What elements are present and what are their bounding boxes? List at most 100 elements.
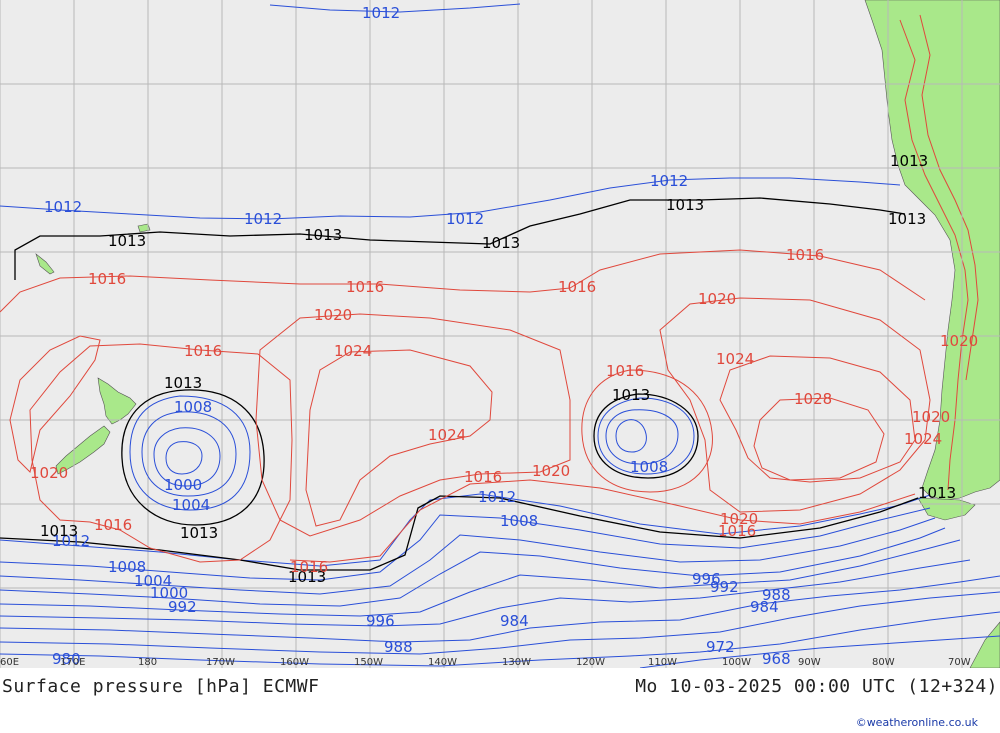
isobar-1000-south xyxy=(0,527,946,607)
isobar-label: 1004 xyxy=(172,496,210,514)
lon-tick-label: 110W xyxy=(648,657,677,668)
isobar-1012-low-east xyxy=(597,397,695,475)
isobar-1004-low-east xyxy=(615,419,647,453)
isobar-label: 1013 xyxy=(612,386,650,404)
lon-tick-label: 150W xyxy=(354,657,383,668)
isobar-972-south xyxy=(639,635,1000,668)
antarctic-peninsula-land xyxy=(969,621,1000,668)
isobar-1020-nz xyxy=(9,335,101,473)
isobar-1012-south xyxy=(0,493,931,567)
isobar-label: 1016 xyxy=(290,558,328,576)
isobar-label: 1016 xyxy=(558,278,596,296)
isobar-label: 988 xyxy=(762,586,791,604)
isobar-label: 992 xyxy=(168,598,197,616)
isobar-label: 1024 xyxy=(428,426,466,444)
isobar-label: 1013 xyxy=(888,210,926,228)
isobar-label: 1012 xyxy=(478,488,516,506)
isobar-label: 1008 xyxy=(108,558,146,576)
isobar-1016-west-ring xyxy=(29,343,293,563)
isobar-1016-north xyxy=(0,249,926,313)
isobar-label: 988 xyxy=(384,638,413,656)
lon-tick-label: 130W xyxy=(502,657,531,668)
isobar-label: 996 xyxy=(366,612,395,630)
land-layer xyxy=(35,0,1000,668)
isobar-label: 1008 xyxy=(174,398,212,416)
isobar-label: 1028 xyxy=(794,390,832,408)
isobar-1020-east xyxy=(659,297,931,513)
isobar-label: 1020 xyxy=(30,464,68,482)
lon-tick-label: 70W xyxy=(948,657,971,668)
isobar-label: 1024 xyxy=(716,350,754,368)
isobar-label: 996 xyxy=(692,570,721,588)
isobar-996-south xyxy=(0,539,961,617)
lon-tick-label: 180 xyxy=(138,657,157,668)
isobar-1013-south xyxy=(0,495,919,571)
lon-tick-label: 140W xyxy=(428,657,457,668)
isobar-1024-west xyxy=(305,349,493,527)
lon-tick-label: 90W xyxy=(798,657,821,668)
isobar-992-south xyxy=(0,559,971,627)
isobar-984-south xyxy=(0,591,1000,655)
isobar-1012-low-west xyxy=(129,395,251,511)
new-caledonia-land xyxy=(35,253,55,275)
isobar-label: 1013 xyxy=(40,522,78,540)
isobar-label: 1008 xyxy=(630,458,668,476)
isobar-1004-low-west xyxy=(153,427,221,487)
isobar-label: 1012 xyxy=(446,210,484,228)
isobar-label: 1020 xyxy=(314,306,352,324)
lon-tick-label: 120W xyxy=(576,657,605,668)
lon-tick-label: 170E xyxy=(60,657,85,668)
isobar-1013-north xyxy=(14,197,906,280)
reference-isobars xyxy=(0,197,919,571)
high-isobars xyxy=(0,249,931,563)
isobar-1028-east xyxy=(753,397,885,481)
pressure-map: 1012 1012 1012 1012 1012 1012 1012 1013 … xyxy=(0,0,1000,668)
isobar-label: 1012 xyxy=(244,210,282,228)
isobar-label: 1004 xyxy=(134,572,172,590)
isobar-label: 1020 xyxy=(912,408,950,426)
isobar-label: 1012 xyxy=(52,532,90,550)
isobar-label: 1016 xyxy=(606,362,644,380)
isobar-label: 1020 xyxy=(532,462,570,480)
isobar-label: 1013 xyxy=(164,374,202,392)
isobar-label: 1013 xyxy=(482,234,520,252)
isobar-label: 1016 xyxy=(184,342,222,360)
isobar-label: 1013 xyxy=(666,196,704,214)
isobar-1020-outer xyxy=(255,313,571,537)
isobar-label: 1016 xyxy=(786,246,824,264)
lon-tick-label: 170W xyxy=(206,657,235,668)
isobar-1013-low-east xyxy=(593,393,699,479)
new-zealand-north-island xyxy=(97,377,137,425)
isobar-988-south xyxy=(0,575,1000,643)
isobar-label: 968 xyxy=(762,650,791,668)
isobar-label: 1013 xyxy=(180,524,218,542)
isobar-1016-south xyxy=(289,479,916,563)
isobar-label: 1016 xyxy=(88,270,126,288)
isobar-1000-low-west xyxy=(165,441,203,475)
isobar-label: 1020 xyxy=(698,290,736,308)
longitude-axis: 60E 170E 180 170W 160W 150W 140W 130W 12… xyxy=(0,657,971,668)
isobar-label: 1016 xyxy=(94,516,132,534)
isobar-1024-east xyxy=(719,355,916,483)
isobar-label: 1012 xyxy=(362,4,400,22)
isobar-1004-south xyxy=(0,517,936,595)
isobar-980-south xyxy=(0,611,1000,667)
isobar-1008-south xyxy=(0,507,931,581)
isobar-label: 1013 xyxy=(304,226,342,244)
isobar-1008-low-west xyxy=(141,411,237,497)
isobar-label: 1024 xyxy=(334,342,372,360)
isobar-label: 1016 xyxy=(718,522,756,540)
isobar-label: 1013 xyxy=(288,568,326,586)
isobar-label: 1012 xyxy=(650,172,688,190)
credit-link[interactable]: ©weatheronline.co.uk xyxy=(855,716,978,729)
isobar-label: 1013 xyxy=(890,152,928,170)
isobar-label: 1000 xyxy=(164,476,202,494)
andes-relief-2 xyxy=(919,14,979,381)
isobar-label: 984 xyxy=(500,612,529,630)
isobar-labels: 1012 1012 1012 1012 1012 1012 1012 1013 … xyxy=(30,4,978,668)
isobar-1013-low-west xyxy=(121,389,265,526)
isobar-1008-low-east xyxy=(605,409,679,465)
isobar-label: 980 xyxy=(52,650,81,668)
isobar-label: 1020 xyxy=(720,510,758,528)
lon-tick-label: 80W xyxy=(872,657,895,668)
